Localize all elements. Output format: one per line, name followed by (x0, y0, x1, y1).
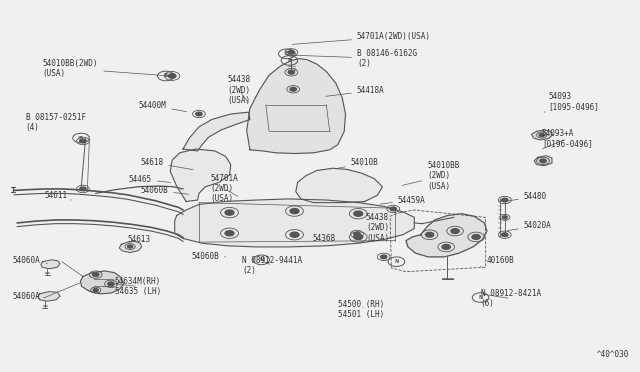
Text: B 08157-0251F
(4): B 08157-0251F (4) (26, 113, 86, 137)
Text: 54010BB(2WD)
(USA): 54010BB(2WD) (USA) (43, 59, 168, 78)
Text: N 08912-8421A
(6): N 08912-8421A (6) (481, 289, 541, 308)
Text: 54480: 54480 (508, 192, 547, 201)
Text: 54020A: 54020A (508, 221, 552, 231)
Circle shape (168, 74, 176, 78)
Text: 54618: 54618 (140, 158, 193, 170)
Text: 54459A: 54459A (380, 196, 426, 205)
Circle shape (93, 289, 99, 292)
Circle shape (93, 273, 99, 276)
Circle shape (354, 234, 363, 240)
Polygon shape (246, 59, 346, 154)
Circle shape (502, 198, 508, 202)
Circle shape (381, 255, 387, 259)
Circle shape (426, 232, 434, 237)
Text: N: N (259, 257, 264, 262)
Circle shape (127, 245, 132, 248)
Text: 54465: 54465 (129, 175, 171, 184)
Text: N: N (394, 259, 399, 264)
Text: 54438
(2WD)
(USA): 54438 (2WD) (USA) (360, 213, 389, 243)
Text: 40160B: 40160B (481, 256, 515, 266)
Text: 54611: 54611 (45, 192, 72, 201)
Circle shape (288, 51, 294, 54)
Polygon shape (119, 241, 141, 253)
Circle shape (290, 87, 296, 91)
Text: 54010B: 54010B (335, 158, 378, 169)
Circle shape (390, 207, 396, 211)
Circle shape (472, 235, 480, 239)
Circle shape (80, 187, 86, 191)
Text: 54500 (RH)
54501 (LH): 54500 (RH) 54501 (LH) (338, 300, 384, 320)
Polygon shape (406, 214, 487, 257)
Circle shape (354, 232, 360, 236)
Text: 54060A: 54060A (13, 292, 45, 301)
Circle shape (442, 244, 451, 249)
Circle shape (502, 216, 508, 219)
Polygon shape (81, 271, 124, 294)
Text: 54010BB
(2WD)
(USA): 54010BB (2WD) (USA) (403, 161, 460, 190)
Polygon shape (170, 149, 231, 202)
Text: 54060A: 54060A (13, 256, 47, 265)
Circle shape (540, 159, 546, 163)
Circle shape (196, 112, 202, 116)
Text: N 08912-9441A
(2): N 08912-9441A (2) (243, 256, 302, 275)
Circle shape (225, 231, 234, 236)
Polygon shape (41, 260, 60, 269)
Text: B: B (285, 51, 289, 56)
Polygon shape (38, 292, 60, 301)
Text: 54634M(RH)
54635 (LH): 54634M(RH) 54635 (LH) (115, 277, 161, 296)
Text: B: B (164, 74, 168, 78)
Text: 54093+A
[0196-0496]: 54093+A [0196-0496] (541, 129, 593, 149)
Text: N: N (479, 295, 483, 300)
Polygon shape (534, 156, 552, 166)
Text: 54613: 54613 (127, 235, 150, 244)
Circle shape (290, 232, 299, 237)
Circle shape (80, 139, 86, 143)
Text: B: B (287, 58, 292, 63)
Text: B 08146-6162G
(2): B 08146-6162G (2) (288, 49, 417, 68)
Circle shape (540, 134, 544, 137)
Circle shape (502, 233, 508, 237)
Circle shape (108, 282, 114, 286)
Text: 54701A(2WD)(USA): 54701A(2WD)(USA) (292, 32, 431, 44)
Text: 54368: 54368 (312, 234, 335, 243)
Text: 54060B: 54060B (191, 251, 226, 261)
Text: 54418A: 54418A (326, 86, 385, 96)
Text: 54701A
(2WD)
(USA): 54701A (2WD) (USA) (211, 174, 238, 203)
Text: ^40^030: ^40^030 (596, 350, 629, 359)
Polygon shape (532, 130, 552, 140)
Circle shape (290, 209, 299, 214)
Text: 54060B: 54060B (140, 186, 189, 195)
Circle shape (288, 70, 294, 74)
Circle shape (354, 211, 363, 216)
Polygon shape (183, 112, 250, 151)
Text: 54438
(2WD)
(USA): 54438 (2WD) (USA) (228, 75, 251, 105)
Text: B: B (79, 135, 83, 141)
Text: 54093
[1095-0496]: 54093 [1095-0496] (544, 92, 599, 112)
Polygon shape (296, 168, 383, 203)
Text: 54400M: 54400M (138, 101, 187, 112)
Polygon shape (175, 199, 414, 247)
Circle shape (451, 229, 460, 234)
Circle shape (225, 210, 234, 215)
